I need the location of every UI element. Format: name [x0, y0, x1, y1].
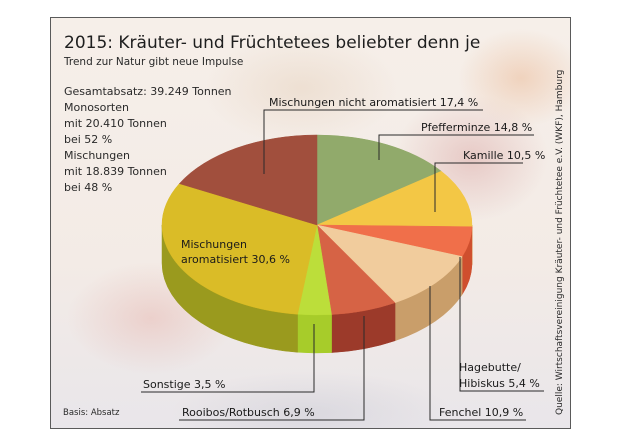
info-line: mit 18.839 Tonnen — [64, 165, 167, 178]
info-line: Gesamtabsatz: 39.249 Tonnen — [64, 85, 232, 98]
basis-note: Basis: Absatz — [63, 408, 120, 418]
label-kamille: Kamille 10,5 % — [463, 149, 545, 162]
label-sonstige: Sonstige 3,5 % — [143, 378, 225, 391]
pie-side-sonstige — [297, 314, 332, 354]
pie-chart: 2015: Kräuter- und Früchtetees beliebter… — [63, 33, 565, 421]
leader-mischungen-nicht-aromatisiert — [263, 109, 483, 174]
leader-pfefferminze — [378, 134, 534, 160]
info-line: Monosorten — [64, 101, 129, 114]
leader-sonstige — [141, 324, 315, 393]
info-block: Gesamtabsatz: 39.249 Tonnen Monosorten m… — [64, 85, 232, 194]
leader-rooibos — [179, 316, 365, 421]
label-rooibos: Rooibos/Rotbusch 6,9 % — [182, 406, 315, 419]
leader-kamille — [434, 162, 523, 212]
pie-top — [161, 134, 473, 316]
label-mischungen-aromatisiert-1: Mischungen — [181, 238, 247, 251]
pie-glare — [162, 135, 472, 315]
label-mischungen-aromatisiert-2: aromatisiert 30,6 % — [181, 253, 290, 266]
info-line: mit 20.410 Tonnen — [64, 117, 167, 130]
chart-subtitle: Trend zur Natur gibt neue Impulse — [63, 56, 243, 68]
chart-title: 2015: Kräuter- und Früchtetees beliebter… — [64, 33, 480, 53]
pie-slice-mischungen-aromatisiert — [161, 183, 318, 315]
label-fenchel: Fenchel 10,9 % — [439, 406, 523, 419]
info-line: bei 52 % — [64, 133, 112, 146]
info-line: bei 48 % — [64, 181, 112, 194]
source-note: Quelle: Wirtschaftsvereinigung Kräuter- … — [555, 70, 565, 415]
label-pfefferminze: Pfefferminze 14,8 % — [421, 121, 532, 134]
label-hagebutte-1: Hagebutte/ — [459, 361, 521, 374]
leader-hagebutte — [459, 257, 544, 392]
leader-fenchel — [429, 286, 526, 421]
label-hagebutte-2: Hibiskus 5,4 % — [459, 377, 540, 390]
pie-sides — [161, 224, 473, 354]
infographic-frame: 2015: Kräuter- und Früchtetees beliebter… — [50, 17, 571, 429]
label-mischungen-nicht-aromatisiert: Mischungen nicht aromatisiert 17,4 % — [269, 96, 478, 109]
pie-slice-mischungen-nicht-aromatisiert — [178, 134, 318, 226]
pie-slice-kamille — [316, 170, 473, 227]
info-line: Mischungen — [64, 149, 130, 162]
leader-lines — [141, 109, 544, 421]
